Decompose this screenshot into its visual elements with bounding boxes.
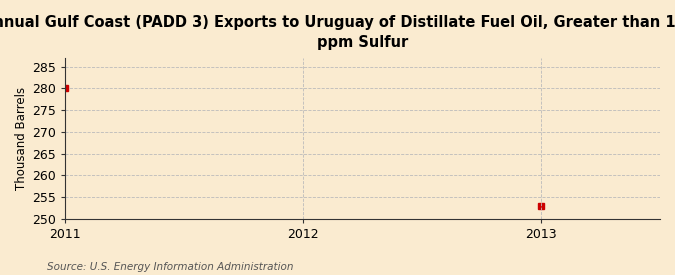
Y-axis label: Thousand Barrels: Thousand Barrels: [15, 87, 28, 190]
Title: Annual Gulf Coast (PADD 3) Exports to Uruguay of Distillate Fuel Oil, Greater th: Annual Gulf Coast (PADD 3) Exports to Ur…: [0, 15, 675, 50]
Text: Source: U.S. Energy Information Administration: Source: U.S. Energy Information Administ…: [47, 262, 294, 272]
